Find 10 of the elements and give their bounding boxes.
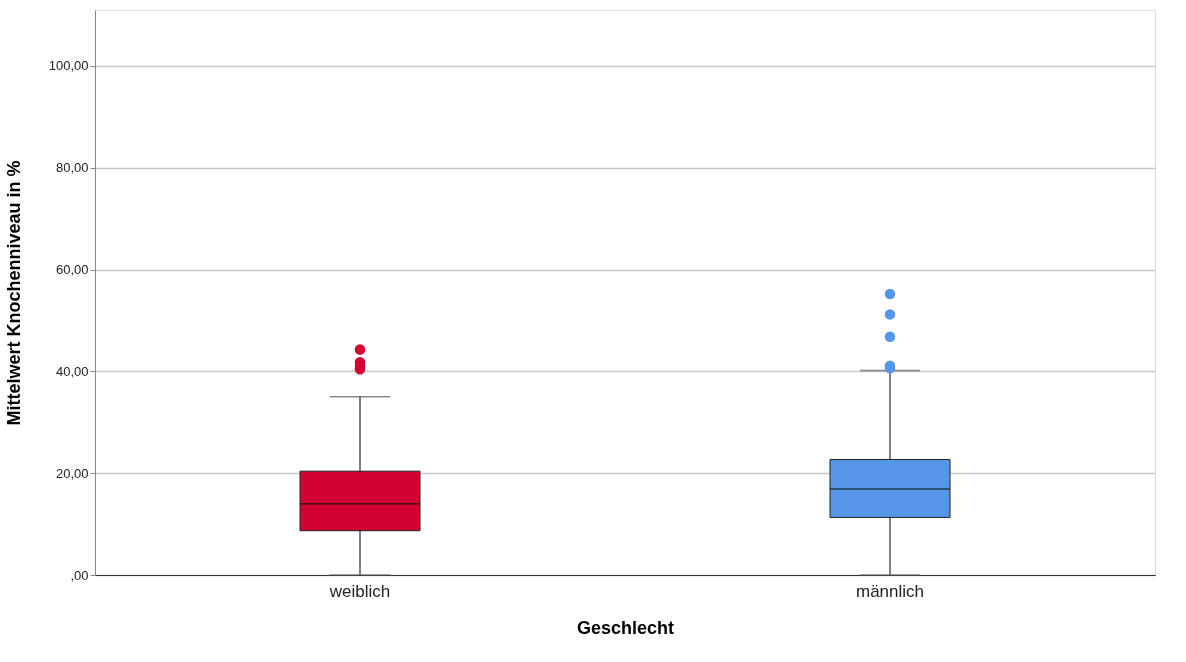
y-axis-title: Mittelwert Knochenniveau in %	[3, 160, 24, 426]
x-tick-label: weiblich	[328, 581, 391, 601]
y-tick-label: 80,00	[55, 160, 89, 176]
y-tick-label: 40,00	[55, 363, 89, 379]
x-tick-label: männlich	[855, 581, 925, 601]
y-tick-label: 20,00	[55, 465, 89, 481]
y-tick-label: ,00	[70, 567, 89, 583]
y-tick-label: 60,00	[55, 262, 89, 278]
y-tick-label: 100,00	[48, 58, 89, 74]
x-axis-title: Geschlecht	[576, 617, 675, 638]
